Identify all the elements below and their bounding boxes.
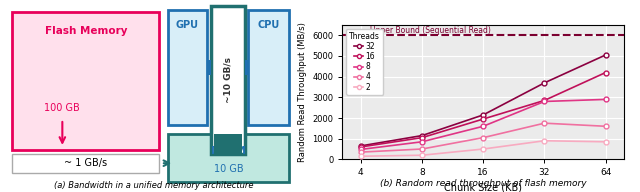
X-axis label: Chunk Size (KB): Chunk Size (KB) xyxy=(444,183,522,192)
Bar xyxy=(211,6,245,154)
Text: 100 GB: 100 GB xyxy=(44,103,80,113)
Bar xyxy=(12,154,159,173)
Bar xyxy=(168,134,289,182)
Text: CPU: CPU xyxy=(257,20,280,30)
Y-axis label: Random Read Throughput (MB/s): Random Read Throughput (MB/s) xyxy=(298,22,307,162)
Text: Flash Memory: Flash Memory xyxy=(45,26,127,36)
Text: (a) Bandwidth in a unified memory architecture: (a) Bandwidth in a unified memory archit… xyxy=(54,181,253,190)
Text: ~10 GB/s: ~10 GB/s xyxy=(223,57,232,103)
Bar xyxy=(214,134,242,154)
Bar xyxy=(168,10,207,125)
Bar xyxy=(12,12,159,150)
Bar xyxy=(248,10,289,125)
Bar xyxy=(207,60,211,75)
Legend: 32, 16, 8, 4, 2: 32, 16, 8, 4, 2 xyxy=(346,29,383,95)
Text: Upper Bound (Sequential Read): Upper Bound (Sequential Read) xyxy=(370,26,491,35)
Bar xyxy=(245,60,248,75)
Text: GPU: GPU xyxy=(176,20,199,30)
Text: ~ 1 GB/s: ~ 1 GB/s xyxy=(65,158,108,168)
Text: DRAM: DRAM xyxy=(211,146,246,156)
Text: 10 GB: 10 GB xyxy=(214,164,243,174)
Text: (b) Random read throughput of flash memory: (b) Random read throughput of flash memo… xyxy=(380,179,586,188)
